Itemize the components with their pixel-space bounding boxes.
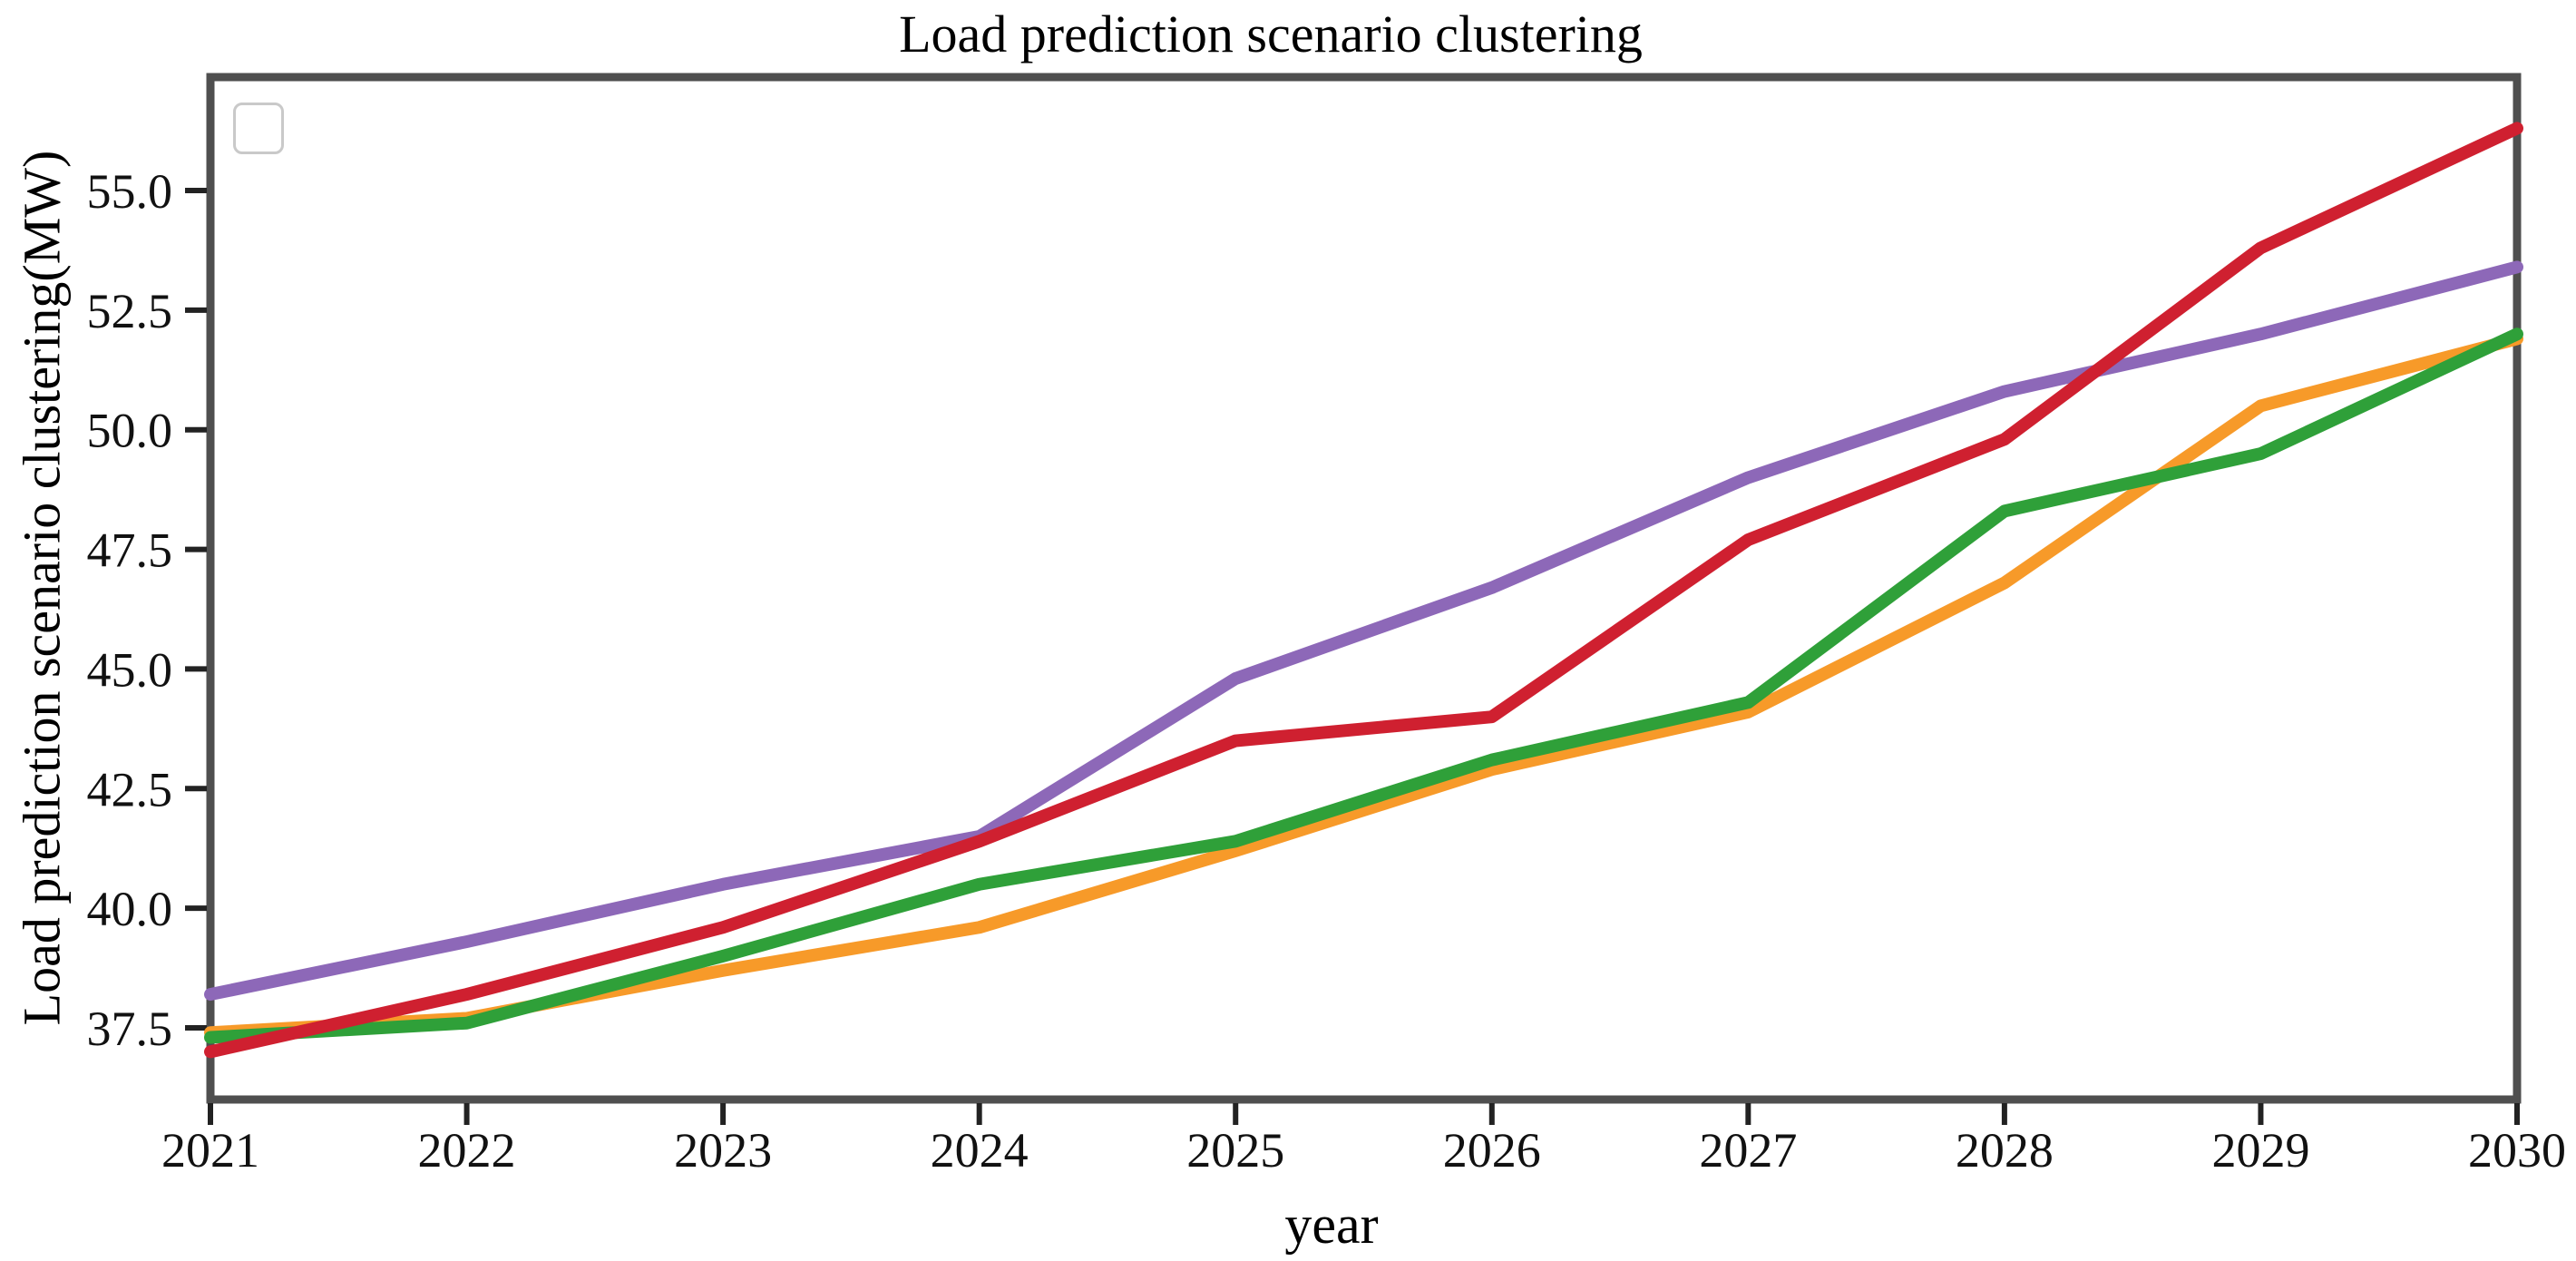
x-tick-label: 2029 xyxy=(2211,1123,2309,1178)
line-series-crimson xyxy=(204,122,2523,1059)
x-tick-label: 2030 xyxy=(2468,1123,2566,1178)
x-tick-label: 2025 xyxy=(1186,1123,1284,1178)
y-tick-label: 40.0 xyxy=(87,882,173,936)
x-tick-label: 2026 xyxy=(1443,1123,1541,1178)
line-series-orange xyxy=(204,332,2523,1040)
line-series-purple xyxy=(204,260,2523,1002)
x-axis-label: year xyxy=(1284,1195,1379,1255)
legend-box xyxy=(233,103,284,154)
x-tick-label: 2027 xyxy=(1699,1123,1797,1178)
y-tick-label: 47.5 xyxy=(87,523,173,578)
x-tick-label: 2022 xyxy=(418,1123,516,1178)
x-tick-label: 2028 xyxy=(1956,1123,2054,1178)
line-series-green xyxy=(204,327,2523,1044)
y-tick-label: 42.5 xyxy=(87,762,173,816)
chart-title: Load prediction scenario clustering xyxy=(899,5,1643,64)
y-tick-label: 45.0 xyxy=(87,642,173,697)
y-tick-label: 37.5 xyxy=(87,1002,173,1056)
plot-border xyxy=(206,73,2522,1104)
y-tick-label: 52.5 xyxy=(87,284,173,338)
x-tick-label: 2023 xyxy=(674,1123,772,1178)
y-tick-label: 55.0 xyxy=(87,164,173,219)
x-tick-label: 2024 xyxy=(931,1123,1029,1178)
y-tick-label: 50.0 xyxy=(87,404,173,458)
x-tick-label: 2021 xyxy=(161,1123,259,1178)
